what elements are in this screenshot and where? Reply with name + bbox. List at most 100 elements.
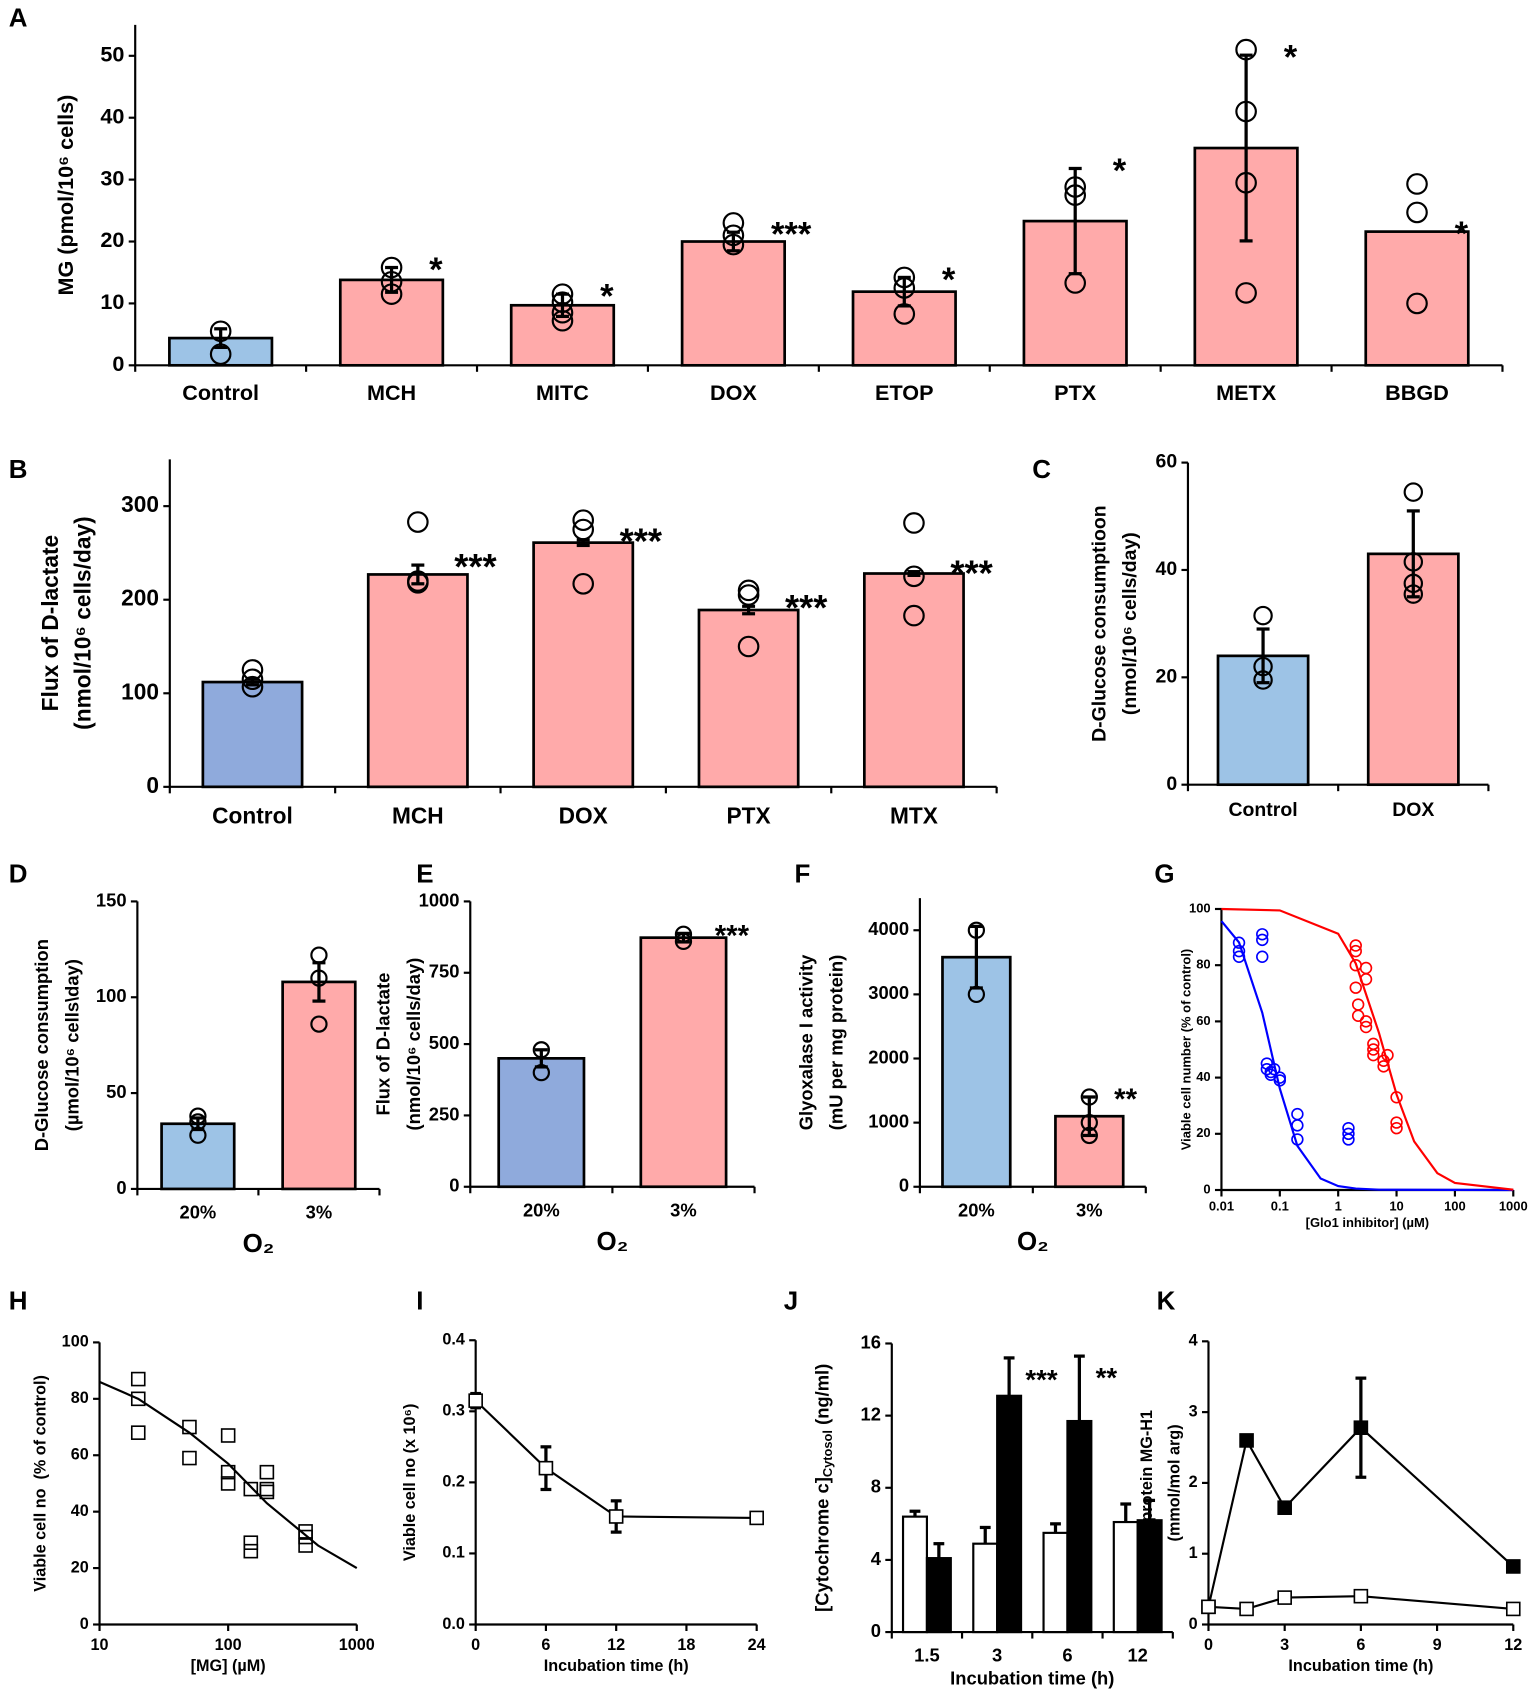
data-point	[1403, 573, 1424, 594]
data-point	[1349, 981, 1362, 994]
x-tick-label: 3%	[306, 1202, 333, 1223]
panel: F 0 1000 2000 3000 4000 Glyoxalase I activity (…	[795, 860, 1147, 1256]
data-point	[1381, 1048, 1394, 1062]
y-tick-label: 0	[1166, 773, 1177, 795]
y-tick-label: 150	[96, 889, 127, 910]
data-point	[551, 309, 574, 332]
panel-letter: D	[9, 860, 28, 888]
x-tick-label: BBGD	[1385, 380, 1449, 405]
x-tick-label: 0.1	[1271, 1198, 1289, 1213]
y-tick-label: 100	[1189, 900, 1211, 915]
significance: ***	[785, 587, 828, 628]
bar	[1066, 1419, 1093, 1634]
x-axis-label: [Glo1 inhibitor] (µM)	[1306, 1215, 1429, 1230]
y-axis-label: [Cytochrome c]Cytosol (ng/ml)	[812, 1364, 836, 1612]
data-point	[1232, 936, 1246, 949]
y-tick-label: 0	[1203, 1181, 1210, 1196]
data-point	[1403, 482, 1424, 502]
bar	[281, 980, 357, 1191]
y-tick-label: 200	[121, 585, 159, 611]
data-point	[572, 572, 595, 595]
x-tick-label: 10	[91, 1636, 109, 1654]
data-point	[674, 932, 693, 951]
data-point	[130, 1425, 146, 1440]
data-point	[737, 579, 760, 602]
y-tick-label: 0	[899, 1175, 909, 1196]
data-point	[572, 518, 595, 541]
data-point	[1291, 1107, 1304, 1121]
data-point	[538, 1460, 554, 1476]
y-tick-label: 20	[100, 227, 124, 252]
data-point	[259, 1484, 275, 1500]
y-axis-label: Viable cell no (% of control)	[31, 1375, 49, 1592]
data-point	[893, 277, 916, 299]
y-tick-label: 250	[429, 1103, 460, 1124]
x-tick-label: PTX	[727, 802, 771, 828]
y-tick-label: 0.4	[442, 1331, 465, 1349]
x-tick-label: 20%	[523, 1199, 560, 1220]
x-tick-label: DOX	[1392, 799, 1434, 821]
significance: ***	[950, 553, 993, 594]
data-point	[967, 985, 986, 1004]
data-point	[1351, 1009, 1365, 1022]
data-point	[1235, 38, 1257, 61]
x-tick-label: 9	[1433, 1636, 1442, 1654]
data-point	[189, 1107, 207, 1125]
y-tick-label: 16	[861, 1331, 881, 1352]
x-tick-label: MCH	[392, 802, 444, 828]
panel-letter: K	[1157, 1287, 1176, 1315]
panel-letter: G	[1154, 860, 1174, 888]
bar	[639, 936, 728, 1189]
y-axis-label: (nmol/10⁶ cells/day)	[1119, 532, 1141, 715]
x-tick-label: 100	[1444, 1198, 1466, 1213]
data-point	[1253, 656, 1273, 677]
data-point	[1359, 973, 1373, 986]
data-point	[220, 1428, 236, 1443]
data-point	[903, 565, 925, 588]
panel-letter: B	[9, 456, 28, 484]
x-tick-label: 12	[1504, 1636, 1522, 1654]
x-axis-label: O₂	[597, 1228, 629, 1256]
y-tick-label: 100	[62, 1333, 89, 1351]
panel: A 0 10 20 30 40 50 MG (pmol/10⁶ cells) Control MC…	[9, 4, 1504, 405]
y-tick-label: 10	[100, 289, 124, 314]
y-tick-label: 20	[1156, 665, 1178, 687]
y-tick-label: 30	[100, 165, 124, 190]
data-point	[243, 1535, 259, 1550]
bar	[366, 573, 469, 789]
data-point	[259, 1481, 275, 1497]
x-tick-label: 10	[1389, 1198, 1403, 1213]
x-tick-label: 0	[471, 1636, 480, 1654]
data-point	[1064, 272, 1087, 294]
bar	[532, 541, 635, 789]
y-axis-label: (mmol/mol arg)	[1165, 1424, 1183, 1541]
data-point	[241, 659, 264, 681]
y-tick-label: 0	[449, 1175, 459, 1196]
x-tick-label: MITC	[536, 380, 589, 405]
y-tick-label: 12	[861, 1403, 881, 1424]
data-point	[1232, 950, 1246, 963]
panel: H 0 20 40 60 80 100 Viable cell no (% of contro…	[9, 1287, 375, 1675]
y-tick-label: 300	[121, 491, 159, 517]
bar	[201, 680, 304, 789]
data-point	[1291, 1119, 1304, 1132]
x-tick-label: MCH	[367, 380, 416, 405]
significance: *	[1284, 39, 1298, 77]
data-point	[1351, 998, 1365, 1011]
x-tick-label: 12	[1127, 1645, 1147, 1666]
x-tick-label: 3	[1280, 1636, 1289, 1654]
data-point	[1353, 1588, 1369, 1604]
x-tick-label: 100	[215, 1636, 242, 1654]
data-point	[189, 1113, 207, 1131]
y-axis-label-unit: (ng/ml)	[812, 1364, 833, 1430]
data-point	[1367, 1048, 1380, 1062]
bar	[697, 608, 800, 789]
bar	[972, 1542, 999, 1634]
panel-letter: H	[9, 1287, 28, 1315]
data-point	[1080, 1126, 1098, 1145]
data-point	[1390, 1091, 1403, 1104]
x-tick-label: Control	[1229, 799, 1298, 821]
data-point	[572, 509, 595, 531]
data-point	[310, 1015, 328, 1033]
